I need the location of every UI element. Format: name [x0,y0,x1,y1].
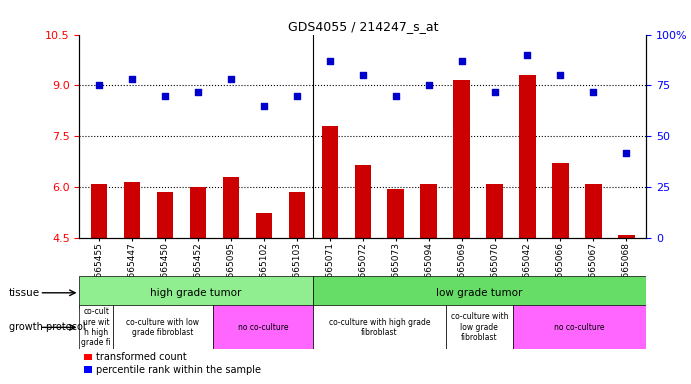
Bar [453,80,470,238]
Bar [256,213,272,238]
Bar [223,177,239,238]
Point [456,58,467,64]
Point [357,72,368,78]
Bar [585,184,602,238]
Point [621,149,632,156]
Point [258,103,269,109]
Text: co-cult
ure wit
h high
grade fi: co-cult ure wit h high grade fi [82,307,111,348]
Title: GDS4055 / 214247_s_at: GDS4055 / 214247_s_at [287,20,438,33]
Bar [79,276,313,309]
Text: high grade tumor: high grade tumor [151,288,242,298]
Point [94,83,105,89]
Bar [388,189,404,238]
Bar [354,165,371,238]
Bar [91,184,108,238]
Bar [513,305,646,349]
Bar [519,75,536,238]
Point [292,93,303,99]
Bar [213,305,313,349]
Bar [552,164,569,238]
Point [489,88,500,94]
Bar [321,126,338,238]
Text: co-culture with low
grade fibroblast: co-culture with low grade fibroblast [126,318,199,337]
Bar [124,182,140,238]
Text: low grade tumor: low grade tumor [436,288,522,298]
Bar [79,305,113,349]
Point [193,88,204,94]
Point [390,93,401,99]
Text: no co-culture: no co-culture [554,323,605,332]
Legend: transformed count, percentile rank within the sample: transformed count, percentile rank withi… [84,353,261,375]
Point [126,76,138,83]
Point [555,72,566,78]
Text: tissue: tissue [9,288,40,298]
Bar [190,187,207,238]
Point [522,52,533,58]
Bar [420,184,437,238]
Bar [157,192,173,238]
Bar [113,305,213,349]
Point [423,83,434,89]
Bar [618,235,634,238]
Text: co-culture with
low grade
fibroblast: co-culture with low grade fibroblast [451,313,508,342]
Text: no co-culture: no co-culture [238,323,288,332]
Bar [313,276,646,309]
Point [588,88,599,94]
Point [324,58,335,64]
Bar [486,184,503,238]
Text: co-culture with high grade
fibroblast: co-culture with high grade fibroblast [329,318,430,337]
Bar [446,305,513,349]
Text: growth protocol: growth protocol [9,322,86,333]
Point [225,76,236,83]
Point [160,93,171,99]
Bar [289,192,305,238]
Bar [313,305,446,349]
